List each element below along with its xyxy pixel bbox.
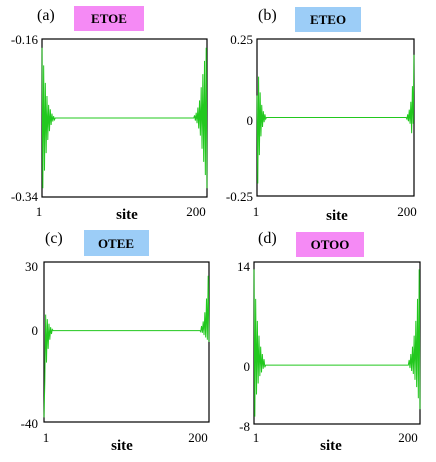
panel-c-xtick-left: 1 <box>43 430 50 445</box>
panel-a: (a) ETOE -0.16 -0.34 1 200 site <box>11 6 208 223</box>
panel-d-frame <box>253 261 421 425</box>
panel-d-xtick-right: 200 <box>398 430 418 445</box>
panel-d-tag-text: OTOO <box>311 237 350 252</box>
panel-b-ytick-middle: 0 <box>247 113 254 128</box>
panel-b-xtick-right: 200 <box>397 204 417 219</box>
panel-c-ytick-middle: 0 <box>32 323 39 338</box>
panel-b-ytick-bottom: -0.25 <box>226 189 253 204</box>
panel-b-xtick-left: 1 <box>253 204 260 219</box>
panel-b: (b) ETEO 0.25 0 -0.25 1 200 site <box>226 7 417 224</box>
panel-d-letter: (d) <box>258 230 277 247</box>
panel-c-xtick-right: 200 <box>188 430 208 445</box>
panel-a-xtick-left: 1 <box>36 204 43 219</box>
panel-c-ytick-top: 30 <box>25 259 38 274</box>
panel-b-tag <box>295 7 361 32</box>
panel-c-tag-text: OTEE <box>98 236 134 251</box>
panel-d-ytick-bottom: -8 <box>239 419 250 434</box>
panel-d: (d) OTOO 14 0 -8 1 200 site <box>237 230 421 454</box>
panel-a-ytick-top: -0.16 <box>11 32 39 47</box>
panel-a-tag-text: ETOE <box>91 11 127 26</box>
panel-d-series-line <box>253 269 421 417</box>
panel-a-xtick-right: 200 <box>186 204 206 219</box>
panel-a-series-line <box>41 47 208 189</box>
panel-b-xlabel: site <box>326 208 348 224</box>
panel-d-ytick-middle: 0 <box>244 359 251 374</box>
panel-a-xlabel: site <box>116 207 138 223</box>
panel-d-xlabel: site <box>320 438 342 454</box>
panel-c-letter: (c) <box>45 230 63 247</box>
panel-c: (c) OTEE 30 0 -40 1 200 site <box>21 230 210 454</box>
panel-d-ytick-top: 14 <box>237 259 251 274</box>
panel-a-tag <box>74 6 144 31</box>
panel-d-xtick-left: 1 <box>253 430 260 445</box>
panel-b-series-line <box>256 54 415 184</box>
panel-c-ytick-bottom: -40 <box>21 416 38 431</box>
panel-c-tag <box>84 230 149 256</box>
panel-d-tag <box>296 232 364 257</box>
panel-b-tag-text: ETEO <box>310 12 346 27</box>
panel-a-ytick-bottom: -0.34 <box>11 189 39 204</box>
panel-b-letter: (b) <box>258 7 277 24</box>
panel-c-series-line <box>43 275 210 418</box>
panel-c-frame <box>43 261 210 423</box>
panel-b-ytick-top: 0.25 <box>230 32 253 47</box>
panel-c-xlabel: site <box>111 438 133 454</box>
panel-a-letter: (a) <box>37 7 55 24</box>
